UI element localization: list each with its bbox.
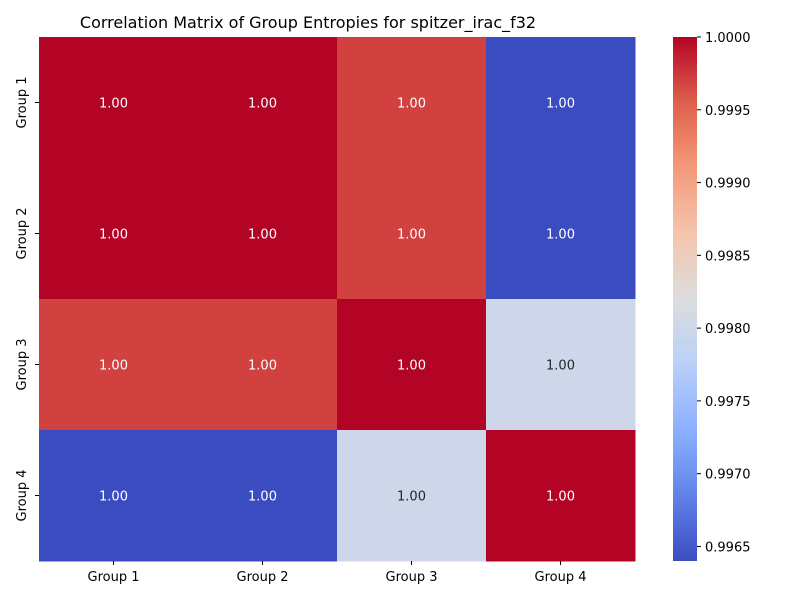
colorbar-tick-label: 0.9980 [705, 322, 751, 337]
colorbar-tick-label: 0.9965 [705, 540, 751, 555]
heatmap-cell [486, 168, 636, 300]
colorbar-tick-label: 0.9990 [705, 177, 751, 192]
y-axis: Group 1 Group 2 Group 3 Group 4 [15, 77, 39, 522]
heatmap-cell-label: 1.00 [546, 228, 575, 243]
heatmap-cell [188, 430, 338, 562]
heatmap-cell-label: 1.00 [248, 228, 277, 243]
colorbar-gradient [673, 37, 697, 561]
heatmap-cell [39, 168, 189, 300]
heatmap-cells [39, 37, 636, 562]
colorbar-tick-label: 0.9995 [705, 104, 751, 119]
heatmap-cell-label: 1.00 [248, 490, 277, 505]
heatmap-cell [188, 299, 338, 431]
heatmap-cell-label: 1.00 [99, 359, 128, 374]
heatmap-cell [39, 299, 189, 431]
x-tick-label: Group 4 [535, 570, 587, 585]
colorbar-tick-label: 0.9985 [705, 249, 751, 264]
heatmap-cell-label: 1.00 [99, 97, 128, 112]
x-tick-label: Group 2 [237, 570, 289, 585]
heatmap-cell-label: 1.00 [397, 359, 426, 374]
heatmap-cell [188, 37, 338, 169]
heatmap-cell-label: 1.00 [99, 490, 128, 505]
x-tick-label: Group 1 [88, 570, 140, 585]
heatmap-cell-label: 1.00 [546, 97, 575, 112]
heatmap-cell [188, 168, 338, 300]
heatmap-cell [486, 299, 636, 431]
heatmap-cell-label: 1.00 [397, 97, 426, 112]
heatmap-cell [337, 299, 487, 431]
x-axis: Group 1 Group 2 Group 3 Group 4 [88, 561, 587, 585]
y-tick-label: Group 2 [15, 208, 30, 260]
heatmap-cell [486, 37, 636, 169]
heatmap-cell-label: 1.00 [546, 490, 575, 505]
heatmap-cell [39, 430, 189, 562]
y-tick-label: Group 3 [15, 339, 30, 391]
heatmap-cell [39, 37, 189, 169]
heatmap-cell-labels: 1.00 1.00 1.00 1.00 1.00 1.00 1.00 1.00 1.00 1.00… [99, 97, 575, 505]
y-tick-label: Group 1 [15, 77, 30, 129]
heatmap-cell [337, 430, 487, 562]
colorbar: 0.9965 0.9970 0.9975 0.9980 0.9985 0.9990 0.99… [673, 31, 751, 561]
heatmap-cell-label: 1.00 [248, 359, 277, 374]
heatmap-cell-label: 1.00 [546, 359, 575, 374]
chart-title: Correlation Matrix of Group Entropies fo… [80, 13, 536, 33]
heatmap-cell-label: 1.00 [397, 490, 426, 505]
colorbar-tick-label: 0.9975 [705, 395, 751, 410]
heatmap-cell-label: 1.00 [248, 97, 277, 112]
heatmap-cell [486, 430, 636, 562]
x-tick-label: Group 3 [386, 570, 438, 585]
heatmap-cell [337, 168, 487, 300]
heatmap-cell [337, 37, 487, 169]
colorbar-tick-label: 0.9970 [705, 468, 751, 483]
heatmap-cell-label: 1.00 [99, 228, 128, 243]
y-tick-label: Group 4 [15, 470, 30, 522]
heatmap-cell-label: 1.00 [397, 228, 426, 243]
colorbar-tick-label: 1.0000 [705, 31, 751, 46]
